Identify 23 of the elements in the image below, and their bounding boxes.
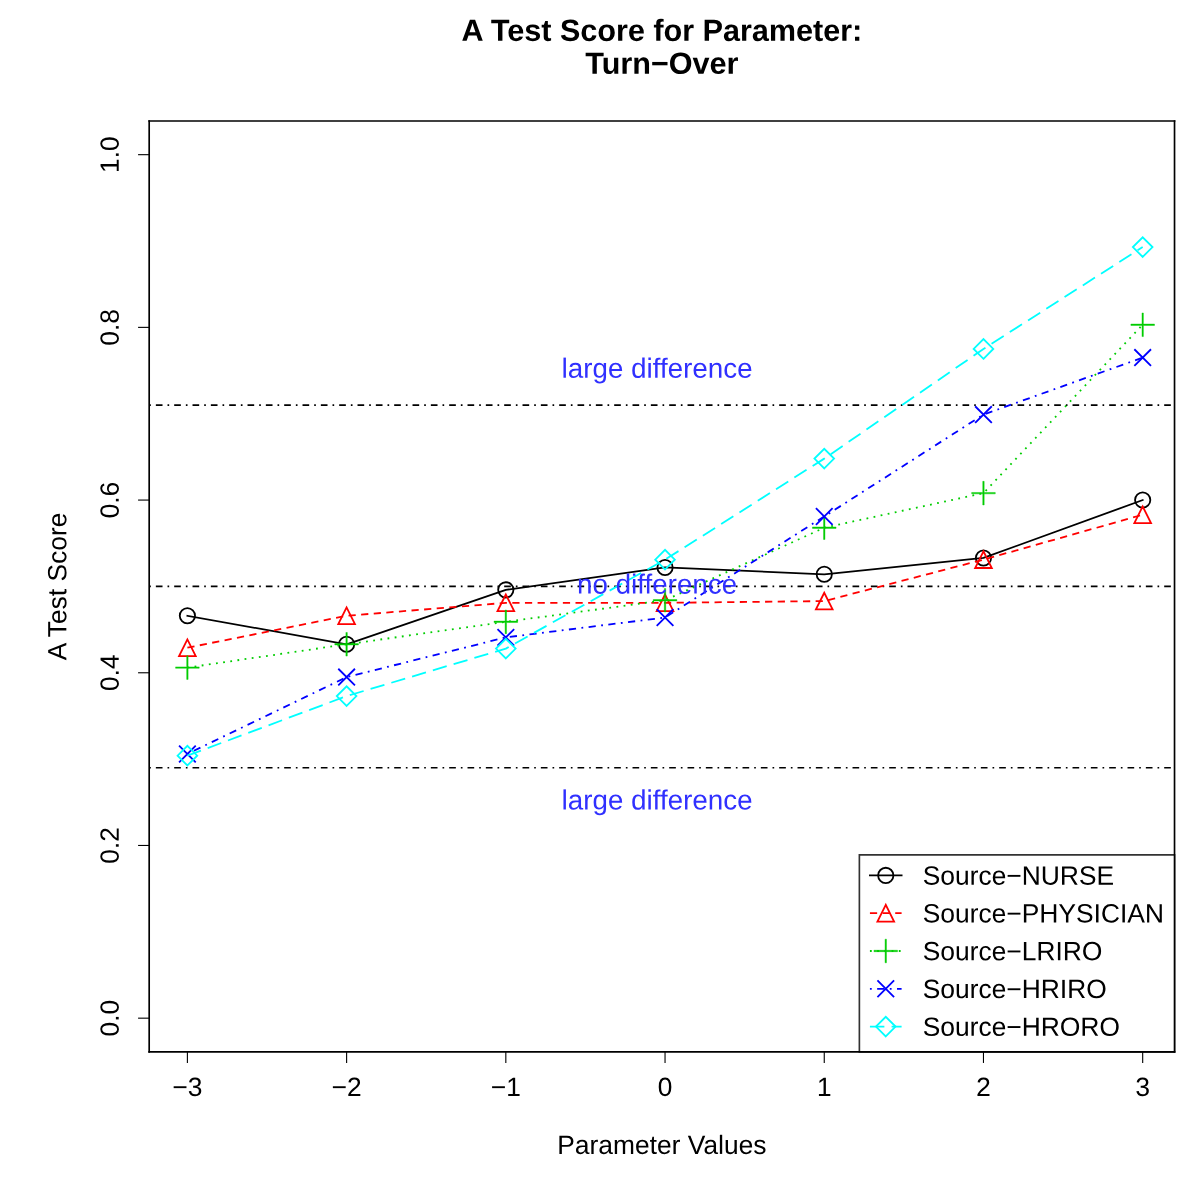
y-tick-label: 0.4 — [100, 655, 119, 691]
x-tick-label: −1 — [492, 1077, 520, 1096]
x-tick-label: −3 — [173, 1077, 202, 1097]
x-tick-label: 2 — [977, 1077, 990, 1096]
y-tick-label: 1.0 — [100, 137, 119, 171]
x-tick-label: 0 — [658, 1077, 672, 1097]
x-tick-label: 1 — [818, 1077, 831, 1096]
legend-label: Source−PHYSICIAN — [923, 904, 1162, 923]
y-tick-label: 0.6 — [100, 482, 119, 518]
legend-label: Source−NURSE — [923, 866, 1113, 885]
legend-label: Source−HRORO — [923, 1017, 1119, 1037]
y-tick-label: 0.2 — [100, 828, 119, 863]
y-tick-label: 0.8 — [100, 310, 119, 345]
x-tick-label: −2 — [332, 1077, 361, 1096]
x-tick-label: 3 — [1136, 1077, 1149, 1097]
ref-line-label: large difference — [563, 357, 752, 384]
y-axis-title: A Test Score — [47, 513, 67, 661]
chart-title: A Test Score for Parameter: Turn−Over — [462, 18, 860, 75]
x-axis-title: Parameter Values — [559, 1134, 766, 1155]
ref-line-label: large difference — [563, 789, 752, 816]
legend-label: Source−LRIRO — [923, 941, 1102, 961]
y-tick-label: 0.0 — [100, 1000, 119, 1036]
legend-label: Source−HRIRO — [923, 979, 1106, 999]
